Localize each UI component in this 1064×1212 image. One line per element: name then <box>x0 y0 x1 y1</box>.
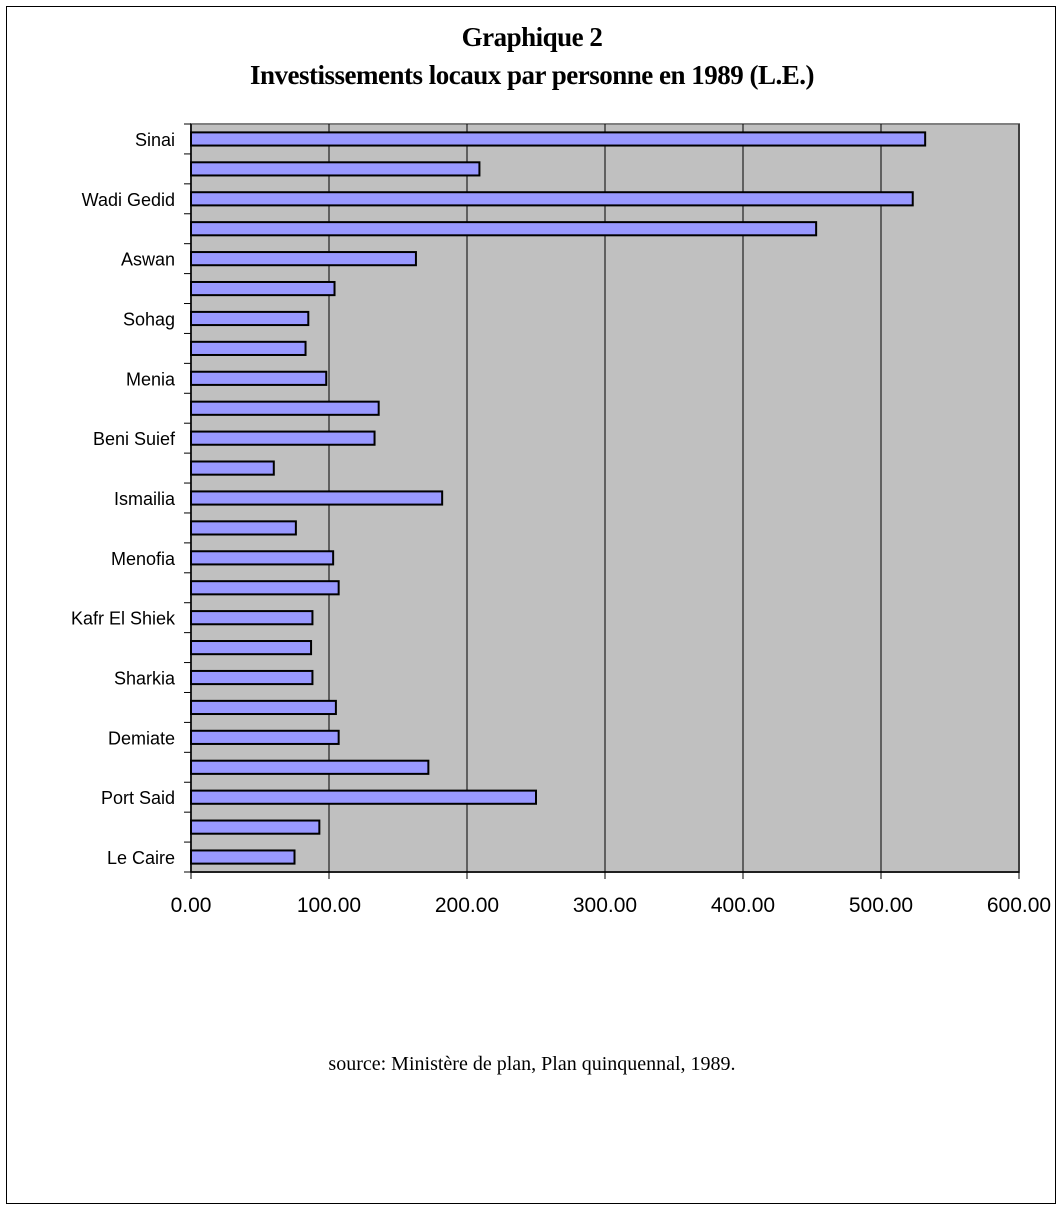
axes <box>184 123 1020 879</box>
category-label: Sohag <box>123 309 175 329</box>
gridlines <box>328 124 1020 872</box>
bar <box>190 340 307 356</box>
x-tick-label: 400.00 <box>711 894 775 917</box>
bar <box>190 729 340 745</box>
category-label: Menofia <box>111 549 176 569</box>
x-tick-label: 300.00 <box>573 894 637 917</box>
x-tick-label: 100.00 <box>297 894 361 917</box>
x-tick-label: 200.00 <box>435 894 499 917</box>
category-label: Ismailia <box>114 489 176 509</box>
category-label: Beni Suief <box>93 429 176 449</box>
category-label: Demiate <box>108 728 175 748</box>
bar <box>190 580 340 596</box>
bar <box>190 550 335 566</box>
bar <box>190 310 310 327</box>
x-tick-label: 0.00 <box>171 894 212 917</box>
bar <box>190 131 927 147</box>
bar <box>190 430 376 446</box>
source-note: source: Ministère de plan, Plan quinquen… <box>328 1053 736 1075</box>
category-label: Sharkia <box>114 669 176 689</box>
bar <box>190 490 444 506</box>
bar <box>190 191 914 207</box>
bar <box>190 640 313 656</box>
category-label: Kafr El Shiek <box>71 609 176 629</box>
chart-title: Graphique 2 <box>461 22 603 52</box>
bar <box>190 161 481 177</box>
bar <box>190 759 430 775</box>
category-label: Aswan <box>121 250 175 270</box>
bar <box>190 789 537 805</box>
bar <box>190 699 337 716</box>
x-tick-labels: 0.00 100.00 200.00 300.00 400.00 500.00 600.00 <box>171 894 1052 917</box>
x-tick-label: 500.00 <box>849 894 913 917</box>
bar <box>190 400 380 416</box>
bar <box>190 460 275 476</box>
bar <box>190 610 314 626</box>
bar <box>190 221 818 237</box>
bar <box>190 280 336 297</box>
category-label: Wadi Gedid <box>82 190 175 210</box>
category-label: Menia <box>126 369 176 389</box>
chart-subtitle: Investissements locaux par personne en 1… <box>249 60 815 90</box>
bar <box>190 520 297 536</box>
category-label: Port Said <box>101 788 175 808</box>
category-label: Sinai <box>135 130 175 150</box>
bar <box>190 370 328 386</box>
bar <box>190 251 417 267</box>
bar <box>190 819 321 835</box>
bar <box>190 849 296 865</box>
bar <box>190 669 314 686</box>
x-tick-label: 600.00 <box>987 894 1051 917</box>
category-label: Le Caire <box>107 848 175 868</box>
category-labels: Sinai Wadi Gedid Aswan Sohag Menia Beni Suief… <box>71 130 176 868</box>
bars <box>190 131 927 865</box>
